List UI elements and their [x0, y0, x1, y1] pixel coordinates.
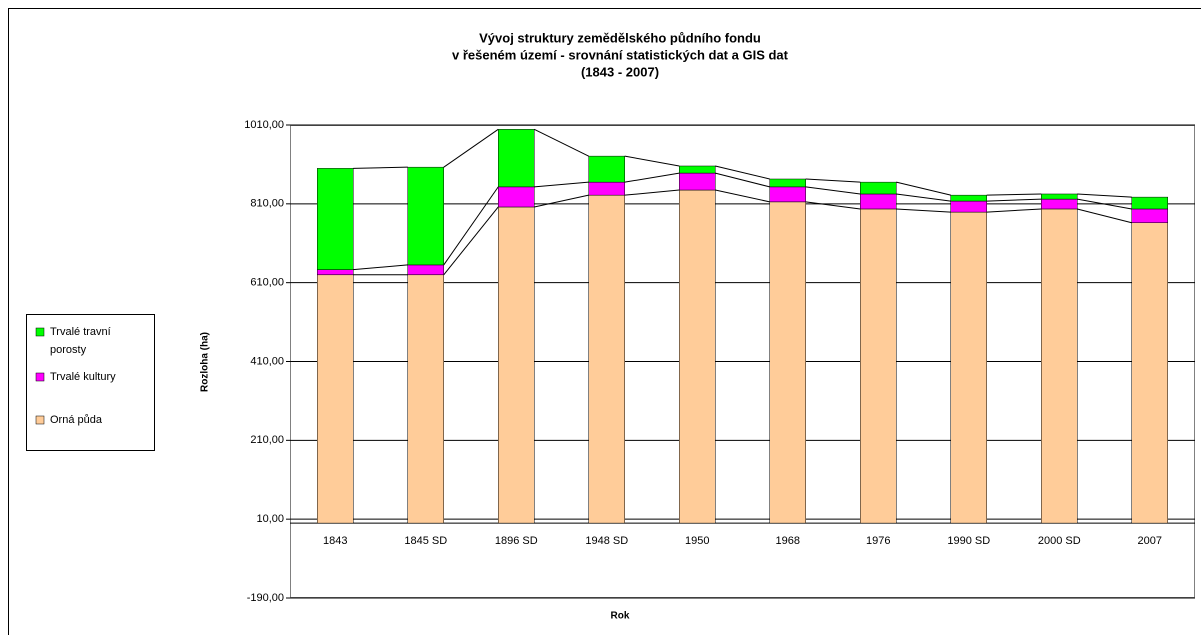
series-line: [624, 172, 680, 183]
y-tick-label: -190,00: [247, 592, 284, 604]
series-line: [715, 189, 770, 203]
y-tick-label: 210,00: [250, 434, 284, 446]
x-tick-label: 1990 SD: [947, 535, 990, 547]
series-line: [805, 178, 861, 183]
x-tick-label: 2007: [1138, 535, 1162, 547]
series-line: [805, 186, 861, 195]
bar-segment: [588, 155, 625, 183]
series-line: [1077, 208, 1132, 224]
x-tick-label: 1976: [866, 535, 890, 547]
series-line: [624, 155, 680, 167]
bar-segment: [950, 194, 987, 202]
legend-swatch: [35, 372, 45, 382]
bar-segment: [860, 193, 897, 210]
series-line: [896, 193, 951, 202]
bar-segment: [1131, 208, 1168, 224]
series-line: [896, 181, 951, 196]
series-line: [896, 208, 951, 213]
series-line: [443, 206, 499, 276]
y-tick-label: 410,00: [250, 355, 284, 367]
series-line: [986, 208, 1042, 213]
bar-segment: [769, 201, 806, 524]
x-tick-label: 1896 SD: [495, 535, 538, 547]
bar-segment: [1041, 193, 1078, 200]
series-line: [534, 181, 589, 188]
bar-segment: [1041, 208, 1078, 524]
legend-swatch: [35, 327, 45, 337]
series-line: [805, 201, 861, 210]
bar-segment: [588, 181, 625, 196]
series-line: [1077, 193, 1132, 198]
x-tick-label: 1968: [776, 535, 800, 547]
series-line: [534, 194, 589, 208]
y-tick-label: 10,00: [256, 513, 284, 525]
bar-segment: [317, 168, 354, 270]
bar-segment: [679, 165, 716, 174]
y-tick-label: 610,00: [250, 277, 284, 289]
legend-label: Orná půda: [50, 414, 103, 426]
bar-segment: [950, 200, 987, 213]
series-line: [624, 189, 680, 196]
series-line: [986, 193, 1042, 196]
x-tick-label: 1843: [323, 535, 347, 547]
bar-segment: [769, 178, 806, 188]
bar-segment: [317, 269, 354, 276]
bar-segment: [407, 166, 444, 266]
series-line: [443, 128, 499, 168]
legend-label: Trvalé kultury: [50, 371, 116, 383]
x-tick-label: 1845 SD: [404, 535, 447, 547]
series-line: [534, 128, 589, 157]
series-line: [715, 165, 770, 180]
legend: [26, 314, 155, 451]
y-axis-label: Rozloha (ha): [200, 332, 211, 392]
series-line: [1077, 198, 1132, 210]
bar-segment: [498, 186, 535, 208]
legend-label: Trvalé travní porosty: [50, 326, 111, 356]
bar-segment: [1131, 196, 1168, 210]
bar-segment: [317, 274, 354, 524]
bar-segment: [407, 274, 444, 524]
series-line: [353, 166, 408, 169]
bar-segment: [1041, 198, 1078, 210]
series-line: [353, 264, 408, 271]
series-line: [443, 186, 499, 266]
x-tick-label: 2000 SD: [1038, 535, 1081, 547]
bar-segment: [679, 172, 716, 191]
chart-title: (1843 - 2007): [581, 64, 659, 79]
x-axis-label: Rok: [611, 611, 630, 622]
bar-segment: [588, 194, 625, 524]
series-line: [986, 198, 1042, 202]
bar-segment: [1131, 222, 1168, 524]
x-tick-label: 1950: [685, 535, 709, 547]
y-tick-label: 1010,00: [244, 119, 284, 131]
bar-segment: [679, 189, 716, 524]
y-tick-label: 810,00: [250, 198, 284, 210]
bar-segment: [407, 264, 444, 276]
series-line: [715, 172, 770, 188]
bar-segment: [860, 208, 897, 524]
chart-title: v řešeném území - srovnání statistických…: [452, 47, 789, 62]
bar-segment: [769, 186, 806, 203]
bar-segment: [498, 206, 535, 524]
chart-title: Vývoj struktury zemědělského půdního fon…: [479, 30, 761, 45]
bar-segment: [860, 181, 897, 195]
bar-segment: [498, 129, 535, 188]
x-tick-label: 1948 SD: [585, 535, 628, 547]
legend-swatch: [35, 415, 45, 425]
bar-segment: [950, 211, 987, 524]
